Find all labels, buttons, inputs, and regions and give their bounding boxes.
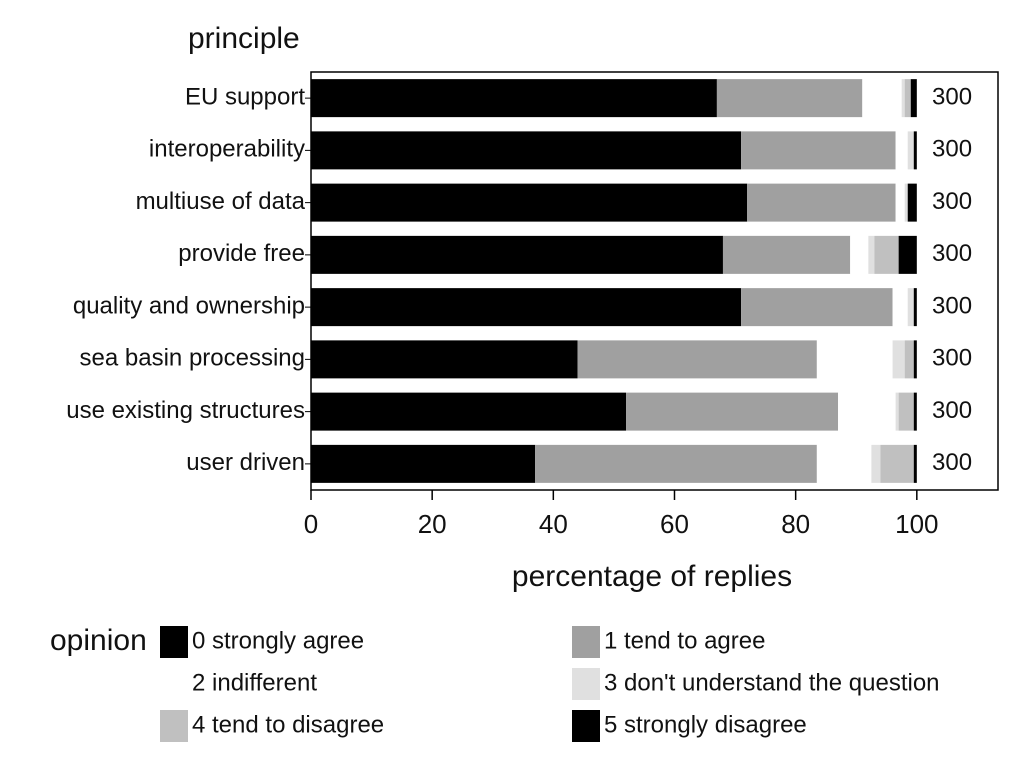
bar-segment [716,79,863,118]
legend-swatch [160,668,188,700]
y-tick-label: user driven [186,449,305,476]
bar-segment [626,392,839,431]
y-tick-label: provide free [178,240,305,267]
x-tick-label: 20 [418,509,447,539]
legend-swatch [160,710,188,742]
x-axis-title: percentage of replies [512,560,792,593]
x-tick-label: 60 [660,509,689,539]
bar-segment [741,288,893,327]
bar-segment [722,235,851,274]
bar-segment [904,79,911,118]
bar-segment [535,444,817,483]
bar-segment [910,79,917,118]
bar-segment [868,235,875,274]
bar-segment [838,392,896,431]
bar-label: 300 [932,449,972,476]
bar-segment [311,444,536,483]
bar-label: 300 [932,83,972,110]
bar-segment [741,131,896,170]
bar-segment [311,340,578,379]
bar-segment [913,131,917,170]
y-axis-title: principle [188,22,300,55]
bar-segment [913,444,917,483]
bar-segment [862,79,902,118]
legend-swatch [572,626,600,658]
bar-segment [816,444,872,483]
bar-segment [577,340,817,379]
bar-segment [311,392,627,431]
x-tick-label: 0 [304,509,318,539]
legend-label: 3 don't understand the question [604,669,940,696]
y-tick-label: multiuse of data [136,188,306,215]
y-tick-label: quality and ownership [73,292,305,319]
legend-label: 1 tend to agree [604,627,765,654]
bar-segment [816,340,893,379]
bar-segment [311,288,742,327]
bar-label: 300 [932,136,972,163]
legend-label: 2 indifferent [192,669,317,696]
bar-label: 300 [932,397,972,424]
bar-segment [898,392,914,431]
bar-segment [311,131,742,170]
y-tick-label: EU support [185,83,305,110]
bar-segment [895,131,908,170]
legend-label: 5 strongly disagree [604,711,807,738]
bar-label: 300 [932,345,972,372]
bar-segment [311,183,748,222]
bar-segment [904,183,908,222]
bar-segment [892,288,908,327]
bar-segment [311,79,717,118]
y-tick-label: interoperability [149,136,305,163]
bar-segment [880,444,914,483]
legend-label: 0 strongly agree [192,627,364,654]
legend-title: opinion [50,624,147,657]
bar-segment [907,131,914,170]
x-tick-label: 40 [539,509,568,539]
bar-segment [904,340,914,379]
bar-segment [895,183,905,222]
bar-segment [913,340,917,379]
bar-segment [874,235,899,274]
y-tick-label: sea basin processing [80,345,305,372]
bar-segment [913,392,917,431]
bar-segment [901,79,905,118]
legend-label: 4 tend to disagree [192,711,384,738]
bar-segment [311,235,723,274]
y-tick-label: use existing structures [66,397,305,424]
bar-segment [747,183,896,222]
bar-segment [907,288,914,327]
bar-segment [907,183,917,222]
bar-segment [913,288,917,327]
bar-label: 300 [932,188,972,215]
bar-segment [898,235,917,274]
plot-frame [310,71,999,491]
bar-segment [895,392,899,431]
bar-segment [892,340,905,379]
bar-label: 300 [932,240,972,267]
bar-label: 300 [932,292,972,319]
x-tick-label: 100 [895,509,938,539]
legend-swatch [572,710,600,742]
x-tick-label: 80 [781,509,810,539]
legend-swatch [572,668,600,700]
bar-segment [871,444,881,483]
legend-swatch [160,626,188,658]
bar-segment [850,235,869,274]
